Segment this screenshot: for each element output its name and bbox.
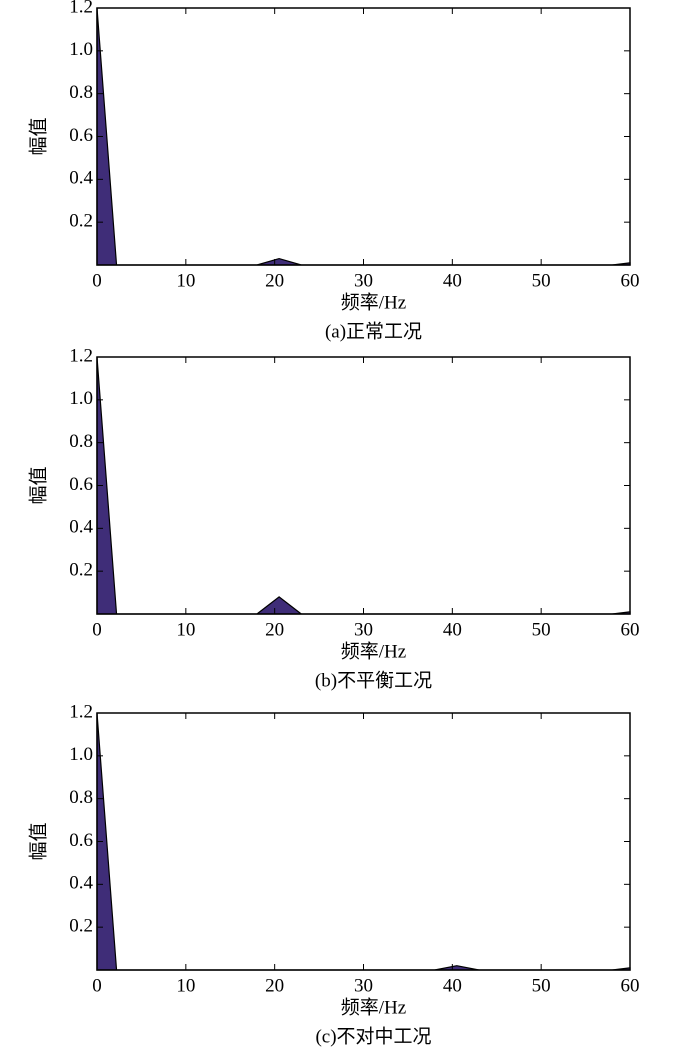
x-tick-label: 20: [265, 270, 284, 291]
x-axis-label: 频率/Hz: [341, 640, 406, 662]
plot-frame: [96, 7, 631, 266]
y-tick-label: 1.0: [69, 744, 93, 765]
x-tick-label: 50: [532, 619, 551, 640]
y-tick-label: 0.2: [69, 916, 93, 937]
x-tick-label: 30: [354, 270, 373, 291]
y-tick-label: 0.6: [69, 125, 93, 146]
x-tick-label: 60: [621, 619, 640, 640]
y-tick-label: 0.6: [69, 474, 93, 495]
x-tick-label: 30: [354, 619, 373, 640]
y-tick-label: 1.0: [69, 388, 93, 409]
x-tick-label: 50: [532, 270, 551, 291]
area: [96, 356, 631, 615]
x-tick-label: 0: [92, 619, 102, 640]
y-tick-label: 0.2: [69, 560, 93, 581]
plot-frame: [96, 356, 631, 615]
y-tick-label: 0.2: [69, 211, 93, 232]
x-tick-label: 30: [354, 975, 373, 996]
y-tick-label: 0.8: [69, 787, 93, 808]
x-tick-label: 10: [176, 975, 195, 996]
area: [96, 712, 631, 971]
y-axis-label: 幅值: [27, 822, 49, 860]
y-tick-label: 0.6: [69, 830, 93, 851]
x-tick-label: 0: [92, 975, 102, 996]
plot-frame: [96, 712, 631, 971]
y-tick-label: 0.4: [69, 873, 93, 894]
chart-title: (a)正常工况: [325, 320, 422, 342]
y-tick-label: 1.2: [69, 0, 93, 17]
y-tick-label: 1.2: [69, 345, 93, 366]
y-tick-label: 0.8: [69, 82, 93, 103]
x-tick-label: 10: [176, 619, 195, 640]
x-tick-label: 20: [265, 619, 284, 640]
x-tick-label: 50: [532, 975, 551, 996]
y-axis-label: 幅值: [27, 117, 49, 155]
y-tick-label: 1.0: [69, 39, 93, 60]
area: [96, 7, 631, 266]
chart-title: (b)不平衡工况: [315, 669, 432, 691]
x-tick-label: 40: [443, 270, 462, 291]
x-tick-label: 40: [443, 619, 462, 640]
x-tick-label: 40: [443, 975, 462, 996]
x-tick-label: 20: [265, 975, 284, 996]
y-tick-label: 1.2: [69, 701, 93, 722]
x-tick-label: 60: [621, 270, 640, 291]
x-axis-label: 频率/Hz: [341, 291, 406, 313]
chart-title: (c)不对中工况: [315, 1025, 431, 1047]
x-tick-label: 60: [621, 975, 640, 996]
y-tick-label: 0.4: [69, 517, 93, 538]
y-axis-label: 幅值: [27, 466, 49, 504]
x-axis-label: 频率/Hz: [341, 996, 406, 1018]
y-tick-label: 0.4: [69, 168, 93, 189]
y-tick-label: 0.8: [69, 431, 93, 452]
x-tick-label: 10: [176, 270, 195, 291]
x-tick-label: 0: [92, 270, 102, 291]
